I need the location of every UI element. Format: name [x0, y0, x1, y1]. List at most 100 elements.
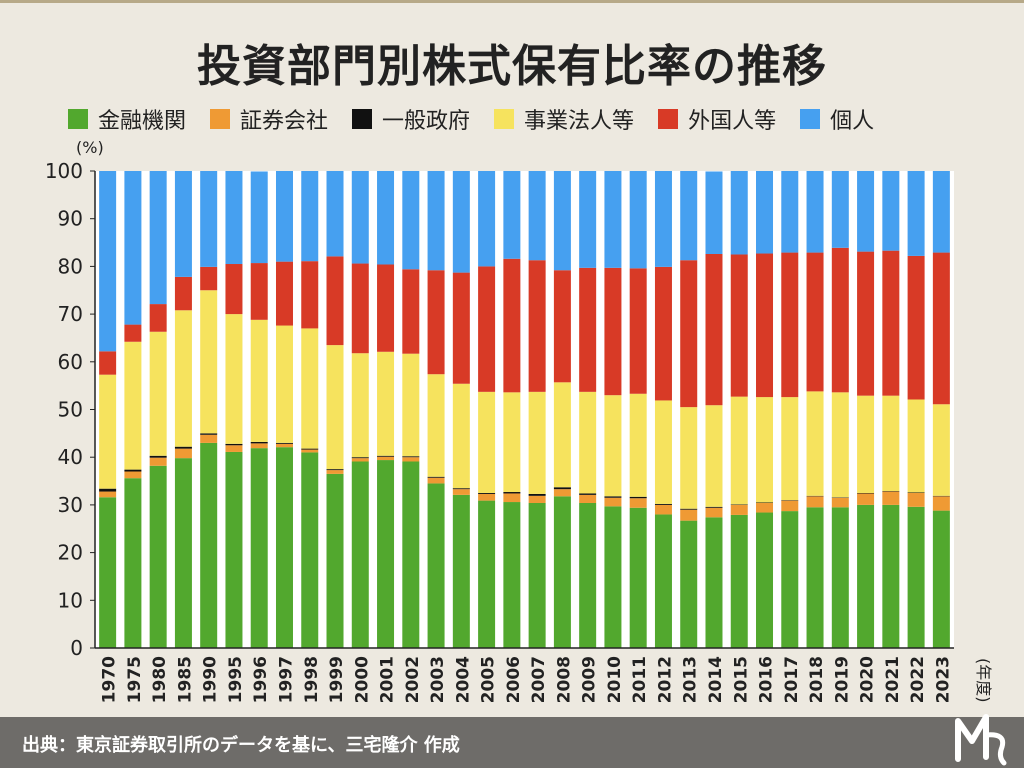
footer-bar: 出典：東京証券取引所のデータを基に、三宅隆介 作成: [0, 714, 1024, 768]
bar-segment: [756, 397, 774, 503]
x-tick-label: 2005: [479, 656, 499, 703]
bar-segment: [579, 494, 597, 503]
x-tick-label: 1999: [327, 656, 347, 703]
bar-segment: [225, 264, 243, 315]
legend: 金融機関 証券会社 一般政府 事業法人等 外国人等 個人: [68, 104, 898, 134]
bar-segment: [452, 494, 470, 648]
x-tick-label: 2015: [731, 656, 751, 703]
bar-segment: [528, 391, 546, 494]
legend-item-individuals: 個人: [800, 103, 874, 135]
bar-segment: [781, 511, 799, 648]
bar-segment: [351, 171, 369, 264]
legend-item-foreign: 外国人等: [658, 103, 776, 135]
bar-segment: [99, 497, 117, 648]
bar-segment: [528, 171, 546, 261]
bar-segment: [275, 443, 293, 448]
x-tick-label: 2006: [504, 656, 524, 703]
x-tick-label: 2004: [453, 656, 473, 703]
bar-segment: [250, 171, 268, 264]
bar-segment: [680, 171, 698, 261]
bar-segment: [200, 290, 218, 434]
bar-segment: [275, 261, 293, 326]
bar-segment: [326, 470, 344, 474]
legend-swatch-government: [352, 109, 373, 129]
bar-segment: [579, 171, 597, 268]
bar-segment: [528, 260, 546, 392]
bar-segment: [275, 325, 293, 443]
bar-segment: [225, 171, 243, 265]
legend-swatch-individuals: [800, 109, 821, 129]
bar-segment: [730, 396, 748, 505]
x-tick-label: 2002: [403, 656, 423, 703]
x-tick-label: 2022: [908, 656, 928, 703]
bar-segment: [301, 452, 319, 648]
bar-segment: [705, 507, 723, 518]
bar-segment: [351, 457, 369, 459]
legend-label: 一般政府: [382, 109, 471, 134]
x-tick-label: 1995: [226, 656, 246, 703]
bar-segment: [377, 171, 395, 265]
bar-segment: [427, 476, 445, 478]
stacked-bar-chart: 0 10 20 30 40 50 60 70 80 90 100 (%) 1970 1975 1980 198…: [45, 138, 993, 703]
bar-segment: [781, 171, 799, 253]
bar-segment: [301, 171, 319, 262]
bar-segment: [654, 266, 672, 401]
legend-label: 事業法人等: [524, 109, 635, 134]
bar-segment: [250, 448, 268, 648]
bar-segment: [99, 491, 117, 498]
bar-segment: [806, 496, 824, 508]
bar-segment: [503, 258, 521, 393]
bar-segment: [604, 171, 622, 268]
bar-segment: [377, 456, 395, 461]
bar-segment: [831, 497, 849, 508]
plot-area: [95, 171, 954, 648]
y-tick-label: 40: [58, 445, 83, 469]
bar-segment: [730, 514, 748, 648]
x-tick-label: 2000: [352, 656, 372, 703]
bar-segment: [705, 254, 723, 406]
bar-segment: [149, 304, 167, 332]
bar-segment: [478, 266, 496, 392]
bar-segment: [124, 341, 142, 470]
legend-swatch-foreign: [658, 109, 679, 129]
x-unit-label: (年度): [974, 658, 993, 703]
bar-segment: [857, 395, 875, 493]
bar-segment: [200, 266, 218, 291]
x-tick-label: 2003: [428, 656, 448, 703]
bar-segment: [351, 263, 369, 354]
bar-segment: [250, 441, 268, 444]
bar-segment: [452, 383, 470, 489]
bar-segment: [225, 451, 243, 648]
bar-segment: [907, 399, 925, 493]
bar-segment: [326, 469, 344, 471]
bar-segment: [326, 256, 344, 346]
bar-segment: [503, 493, 521, 503]
x-tick-label: 2018: [807, 656, 827, 703]
bar-segment: [124, 471, 142, 479]
bar-segment: [882, 250, 900, 396]
bar-segment: [427, 374, 445, 477]
bar-segment: [124, 469, 142, 472]
bar-segment: [99, 171, 117, 352]
legend-item-corporations: 事業法人等: [494, 103, 634, 135]
bar-segment: [604, 267, 622, 396]
bar-segment: [604, 395, 622, 497]
top-rule: [0, 0, 1024, 3]
bar-segment: [907, 171, 925, 256]
bar-segment: [553, 382, 571, 488]
bar-segment: [857, 251, 875, 396]
bar-segment: [149, 171, 167, 305]
bar-segment: [604, 506, 622, 648]
bar-segment: [705, 506, 723, 508]
x-tick-label: 2019: [832, 656, 852, 703]
bar-segment: [452, 171, 470, 273]
bar-segment: [705, 517, 723, 648]
bar-segment: [528, 495, 546, 503]
x-tick-label: 2011: [630, 656, 650, 703]
bar-segment: [528, 493, 546, 496]
bar-segment: [301, 261, 319, 329]
bar-segment: [553, 270, 571, 383]
bar-segment: [326, 345, 344, 470]
bar-segment: [857, 493, 875, 505]
bar-segment: [200, 171, 218, 267]
